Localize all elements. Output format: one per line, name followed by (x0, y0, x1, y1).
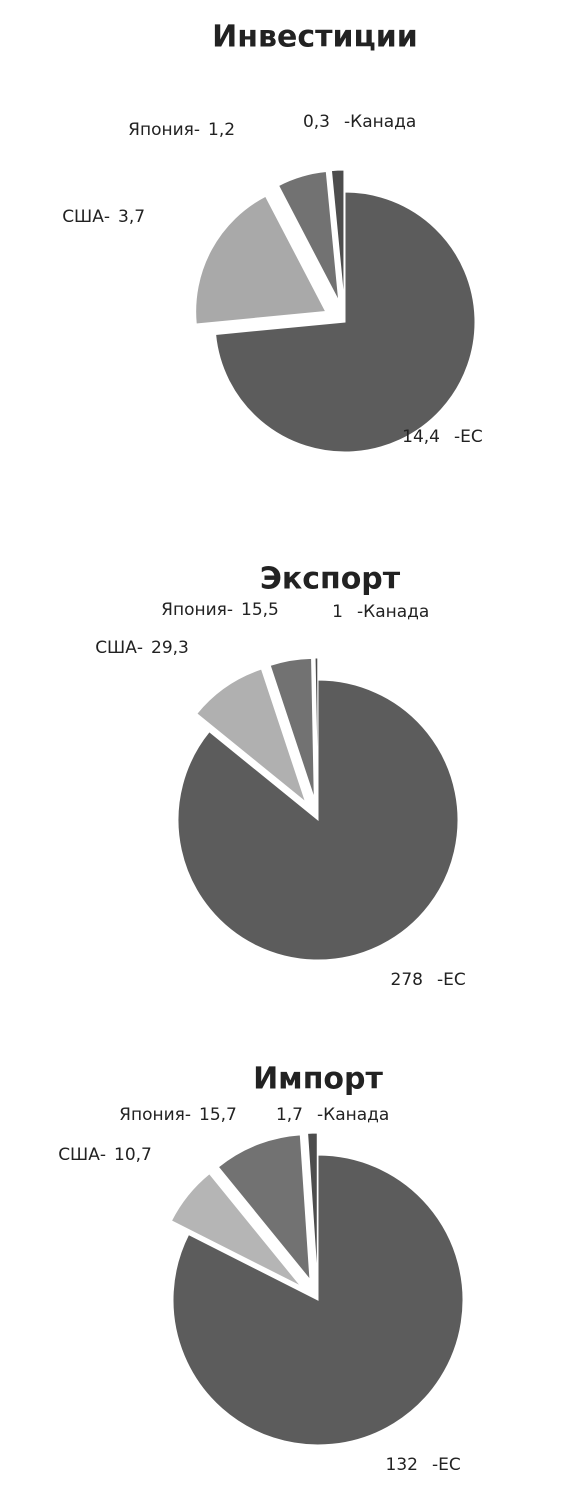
pie-slice (215, 191, 476, 453)
pie-slice (196, 668, 307, 804)
category-label: Япония- (128, 120, 200, 140)
chart-title: Инвестиции (212, 20, 418, 55)
category-label: Япония- (161, 600, 233, 620)
value-label: 14,4 (402, 427, 440, 447)
value-label: 0,3 (303, 112, 330, 132)
category-label: -Канада (344, 112, 416, 132)
pie-slice (314, 657, 319, 799)
pie-slice (177, 679, 459, 961)
pie-slice (277, 170, 340, 302)
value-label: 1,7 (276, 1105, 303, 1125)
category-label: США- (62, 207, 110, 227)
value-label: 10,7 (114, 1145, 152, 1165)
value-label: 132 (386, 1455, 418, 1475)
chart-title: Экспорт (260, 562, 401, 597)
value-label: 29,3 (151, 638, 189, 658)
value-label: 15,7 (199, 1105, 237, 1125)
category-label: США- (95, 638, 143, 658)
pie-slice (330, 169, 345, 301)
pie-slice (195, 195, 327, 325)
pie-slice (217, 1134, 311, 1282)
value-label: 1,2 (208, 120, 235, 140)
value-label: 1 (332, 602, 343, 622)
category-label: -ЕС (432, 1455, 461, 1475)
value-label: 15,5 (241, 600, 279, 620)
category-label: -Канада (357, 602, 429, 622)
pie-slice (170, 1173, 302, 1287)
category-label: -ЕС (454, 427, 483, 447)
category-label: -ЕС (437, 970, 466, 990)
pie-slice (269, 657, 315, 799)
value-label: 278 (391, 970, 423, 990)
category-label: США- (58, 1145, 106, 1165)
category-label: Япония- (119, 1105, 191, 1125)
pie-slice (307, 1132, 318, 1279)
category-label: -Канада (317, 1105, 389, 1125)
value-label: 3,7 (118, 207, 145, 227)
chart-title: Импорт (253, 1062, 383, 1097)
pie-slice (172, 1154, 464, 1446)
